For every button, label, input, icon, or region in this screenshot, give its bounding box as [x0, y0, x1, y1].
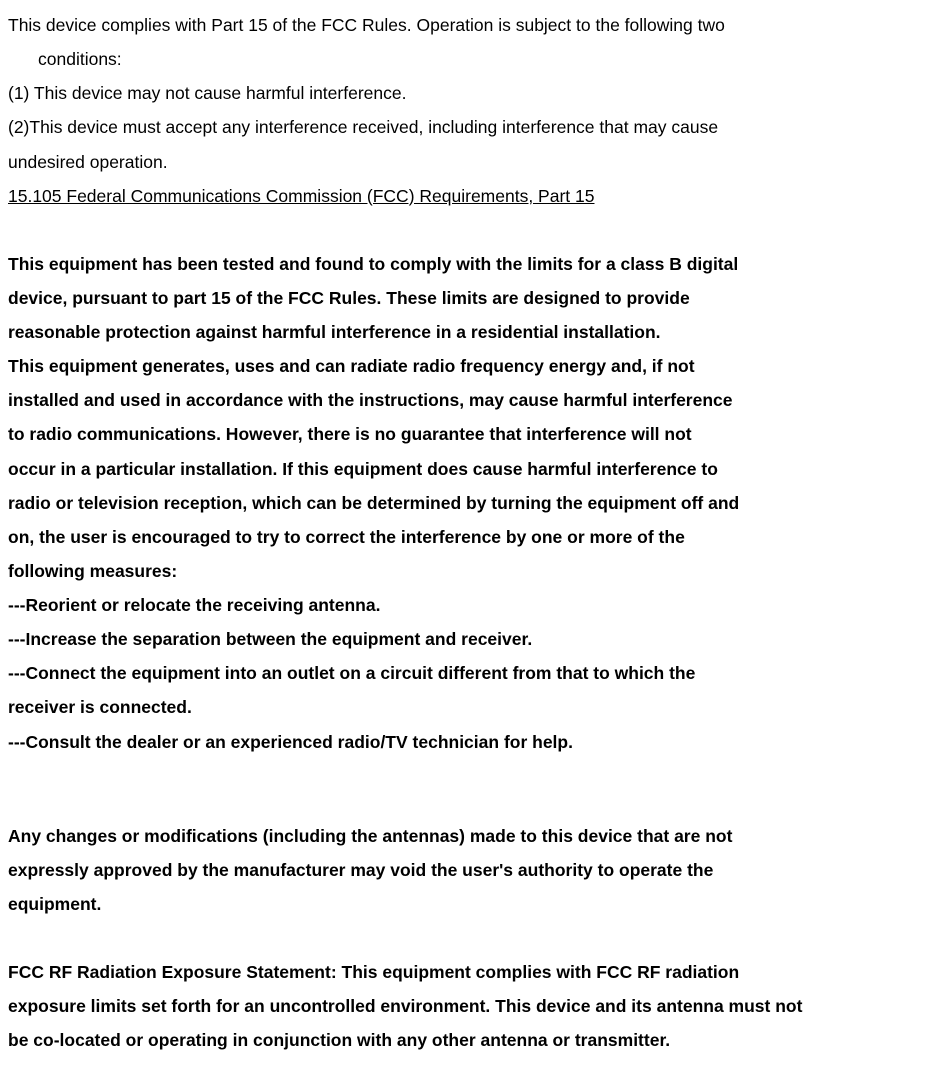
spacer	[8, 921, 939, 955]
paragraph-1-line-2: device, pursuant to part 15 of the FCC R…	[8, 281, 939, 315]
measure-3-line-1: ---Connect the equipment into an outlet …	[8, 656, 939, 690]
measure-4: ---Consult the dealer or an experienced …	[8, 725, 939, 759]
rf-line-3: be co-located or operating in conjunctio…	[8, 1023, 939, 1057]
measure-1: ---Reorient or relocate the receiving an…	[8, 588, 939, 622]
changes-line-1: Any changes or modifications (including …	[8, 819, 939, 853]
paragraph-1-line-1: This equipment has been tested and found…	[8, 247, 939, 281]
spacer	[8, 213, 939, 247]
condition-1: (1) This device may not cause harmful in…	[8, 76, 939, 110]
paragraph-2-line-2: installed and used in accordance with th…	[8, 383, 939, 417]
paragraph-2-line-7: following measures:	[8, 554, 939, 588]
paragraph-2-line-4: occur in a particular installation. If t…	[8, 452, 939, 486]
paragraph-1-line-3: reasonable protection against harmful in…	[8, 315, 939, 349]
paragraph-2-line-3: to radio communications. However, there …	[8, 417, 939, 451]
measure-2: ---Increase the separation between the e…	[8, 622, 939, 656]
condition-2-line-2: undesired operation.	[8, 145, 939, 179]
intro-text-line-2: conditions:	[8, 42, 939, 76]
paragraph-2-line-6: on, the user is encouraged to try to cor…	[8, 520, 939, 554]
rf-line-1: FCC RF Radiation Exposure Statement: Thi…	[8, 955, 939, 989]
condition-2-line-1: (2)This device must accept any interfere…	[8, 110, 939, 144]
intro-text-line-1: This device complies with Part 15 of the…	[8, 8, 939, 42]
paragraph-2-line-1: This equipment generates, uses and can r…	[8, 349, 939, 383]
measure-3-line-2: receiver is connected.	[8, 690, 939, 724]
changes-line-3: equipment.	[8, 887, 939, 921]
rf-line-2: exposure limits set forth for an uncontr…	[8, 989, 939, 1023]
paragraph-2-line-5: radio or television reception, which can…	[8, 486, 939, 520]
spacer	[8, 759, 939, 819]
fcc-heading: 15.105 Federal Communications Commission…	[8, 179, 939, 213]
changes-line-2: expressly approved by the manufacturer m…	[8, 853, 939, 887]
